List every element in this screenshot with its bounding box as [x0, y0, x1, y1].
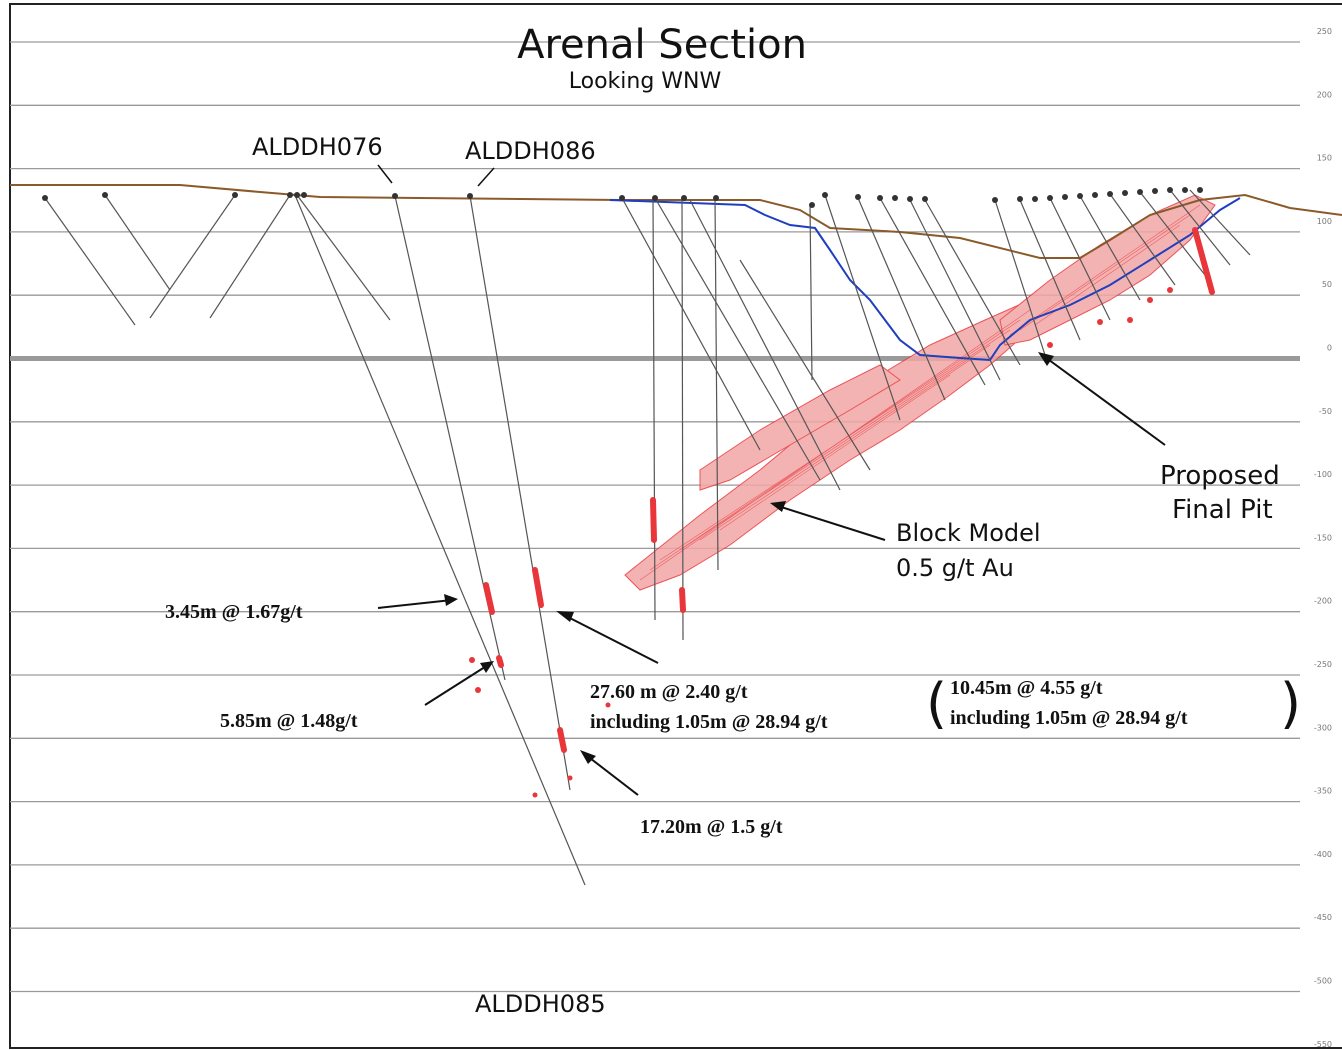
hole-label-aldhd076: ALDDH076: [252, 133, 383, 161]
block-model-label-2: 0.5 g/t Au: [896, 554, 1014, 582]
intercept-arrow-5: [585, 754, 639, 796]
topography-line: [10, 184, 1342, 259]
final-pit-arrowhead: [1038, 352, 1054, 366]
frame-border: [9, 3, 1342, 1049]
intercept-arrowhead-5: [580, 750, 596, 764]
ore-body-lens: [699, 364, 901, 491]
intercept-arrow-2: [424, 664, 489, 706]
block-model-arrow: [777, 505, 886, 541]
hole-label-aldhd086: ALDDH086: [465, 137, 596, 165]
elevation-tick-label: 150: [1317, 154, 1332, 163]
hole-label-aldhd085: ALDDH085: [475, 990, 606, 1018]
intercept-arrow-3: [561, 613, 659, 664]
elevation-tick-label: 100: [1317, 217, 1332, 226]
block-model-arrowhead: [770, 501, 786, 512]
intercept-arrowhead-1: [444, 594, 458, 606]
intercept-label-4b: including 1.05m @ 28.94 g/t: [950, 707, 1188, 729]
intercept-label-2: 5.85m @ 1.48g/t: [220, 710, 358, 732]
intercept-bracket-close: ): [1280, 672, 1301, 735]
intercept-label-3b: including 1.05m @ 28.94 g/t: [590, 711, 828, 733]
intercept-label-4a: 10.45m @ 4.55 g/t: [950, 677, 1103, 699]
drill-collars: [42, 187, 1203, 208]
intercept-label-5: 17.20m @ 1.5 g/t: [640, 816, 783, 838]
block-model-label-1: Block Model: [896, 519, 1041, 547]
diagram-subtitle: Looking WNW: [569, 69, 722, 94]
elevation-tick-label: -400: [1314, 850, 1332, 859]
elevation-tick-label: 250: [1317, 27, 1332, 36]
final-pit-arrow: [1044, 356, 1166, 446]
elevation-tick-label: -550: [1314, 1040, 1332, 1049]
elevation-tick-label: -150: [1314, 533, 1332, 542]
intercept-arrow-1: [377, 599, 453, 609]
ore-body-upper: [999, 194, 1216, 346]
hole-leader-aldhd086: [477, 167, 495, 187]
intercept-dots: [469, 287, 1173, 798]
elevation-tick-label: -50: [1319, 407, 1332, 416]
ore-hatch: [639, 204, 1201, 581]
elevation-tick-label: -100: [1314, 470, 1332, 479]
diagram-title: Arenal Section: [517, 22, 807, 68]
proposed-final-pit-outline: [609, 197, 1241, 362]
final-pit-label-2: Final Pit: [1172, 495, 1273, 525]
hole-leader-aldhd076: [377, 164, 393, 184]
intercept-segments: [483, 227, 1215, 753]
elevation-tick-label: -450: [1314, 913, 1332, 922]
elevation-tick-label: -300: [1314, 723, 1332, 732]
elevation-tick-label: 200: [1317, 90, 1332, 99]
elevation-tick-label: -500: [1314, 977, 1332, 986]
intercept-bracket-open: (: [926, 672, 947, 735]
elevation-tick-label: -350: [1314, 787, 1332, 796]
drill-traces: [44, 189, 1251, 886]
final-pit-label-1: Proposed: [1160, 461, 1280, 491]
intercept-label-1: 3.45m @ 1.67g/t: [165, 601, 303, 623]
elevation-tick-label: 50: [1322, 280, 1332, 289]
intercept-label-3a: 27.60 m @ 2.40 g/t: [590, 681, 748, 703]
elevation-tick-label: -200: [1314, 597, 1332, 606]
intercept-arrowhead-2: [480, 661, 494, 673]
intercept-arrowhead-3: [556, 611, 574, 622]
elevation-tick-label: 0: [1327, 344, 1332, 353]
elevation-tick-label: -250: [1314, 660, 1332, 669]
